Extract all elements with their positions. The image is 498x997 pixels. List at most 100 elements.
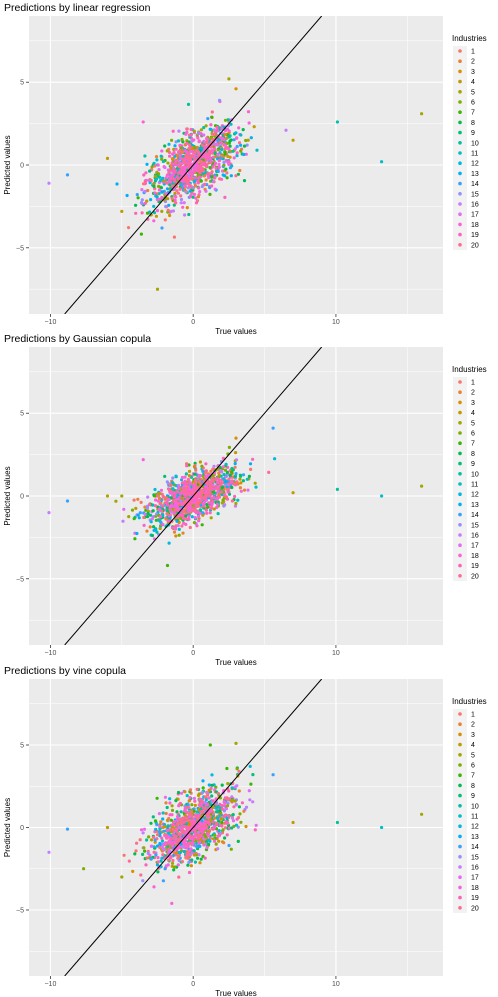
- data-point: [199, 132, 203, 136]
- legend-key: [458, 844, 462, 849]
- legend-key: [458, 390, 462, 395]
- data-point: [194, 496, 198, 500]
- data-point: [252, 125, 256, 129]
- data-point: [190, 841, 195, 845]
- data-point: [230, 164, 234, 168]
- y-tick-label: −5: [16, 245, 24, 252]
- data-point: [191, 834, 195, 839]
- data-point: [178, 801, 182, 805]
- data-point: [135, 193, 139, 197]
- data-point: [223, 118, 228, 122]
- data-point: [181, 509, 185, 513]
- data-point: [211, 479, 215, 483]
- data-point: [188, 195, 192, 199]
- data-point: [160, 209, 164, 213]
- data-point: [214, 155, 218, 159]
- data-point: [194, 157, 198, 161]
- data-point: [198, 508, 202, 512]
- data-point: [210, 175, 214, 179]
- data-point: [181, 825, 185, 829]
- data-point: [208, 483, 212, 487]
- data-point: [220, 493, 224, 497]
- data-point: [227, 129, 231, 133]
- legend-key: [458, 855, 462, 859]
- data-point: [222, 477, 226, 481]
- data-point: [244, 152, 248, 156]
- data-point: [160, 839, 165, 843]
- data-point: [167, 203, 171, 207]
- data-point: [241, 479, 245, 483]
- data-point: [161, 853, 165, 857]
- data-point: [207, 501, 211, 505]
- data-point: [234, 803, 238, 807]
- data-point: [211, 820, 215, 824]
- data-point: [166, 161, 170, 165]
- data-point: [223, 801, 227, 805]
- data-point: [148, 525, 152, 529]
- data-point: [202, 133, 206, 137]
- data-point: [153, 164, 157, 168]
- data-point: [192, 796, 196, 801]
- data-point: [234, 174, 238, 178]
- data-point: [156, 833, 160, 837]
- legend-entry-label: 18: [471, 222, 479, 229]
- legend-key: [458, 712, 462, 716]
- data-point: [215, 505, 219, 510]
- data-point: [166, 835, 170, 839]
- data-point: [173, 834, 177, 838]
- data-point: [180, 511, 184, 515]
- data-point: [189, 158, 193, 162]
- data-point: [221, 828, 225, 832]
- data-point: [165, 805, 169, 810]
- data-point: [220, 807, 224, 811]
- data-point: [223, 129, 228, 133]
- legend-key: [458, 563, 462, 568]
- data-point: [197, 814, 201, 818]
- data-point: [254, 485, 258, 489]
- data-point: [221, 456, 225, 460]
- data-point: [234, 131, 238, 135]
- data-point: [173, 191, 177, 195]
- data-point: [148, 169, 152, 173]
- data-point: [167, 514, 171, 518]
- data-point: [179, 516, 183, 520]
- data-point: [178, 832, 182, 836]
- data-point: [183, 480, 187, 484]
- data-point: [179, 182, 184, 187]
- data-point: [187, 514, 191, 519]
- data-point: [247, 121, 251, 125]
- data-point: [168, 154, 172, 158]
- data-point: [185, 464, 189, 468]
- data-point-outlier: [284, 128, 288, 132]
- data-point: [230, 826, 234, 830]
- data-point: [150, 533, 154, 538]
- data-point: [155, 796, 159, 800]
- data-point: [141, 852, 145, 857]
- data-point: [211, 132, 215, 136]
- data-point: [208, 192, 212, 196]
- data-point: [185, 852, 189, 857]
- x-tick-label: −10: [44, 650, 56, 657]
- data-point: [173, 525, 177, 529]
- data-point: [185, 127, 189, 131]
- data-point: [167, 169, 171, 173]
- data-point: [232, 805, 236, 809]
- data-point: [140, 211, 144, 215]
- data-point: [188, 170, 192, 174]
- data-point: [213, 825, 217, 830]
- data-point: [215, 821, 219, 825]
- data-point: [235, 136, 239, 140]
- data-point: [168, 797, 172, 801]
- data-point: [161, 847, 165, 851]
- data-point: [242, 809, 246, 813]
- data-point: [173, 820, 177, 824]
- x-axis-label: True values: [215, 327, 257, 336]
- legend-entry-label: 13: [471, 171, 479, 178]
- data-point: [146, 188, 150, 193]
- data-point: [208, 494, 212, 498]
- data-point: [188, 788, 193, 792]
- data-point: [195, 485, 199, 490]
- data-point: [199, 494, 203, 498]
- data-point: [165, 512, 169, 516]
- data-point: [225, 766, 229, 771]
